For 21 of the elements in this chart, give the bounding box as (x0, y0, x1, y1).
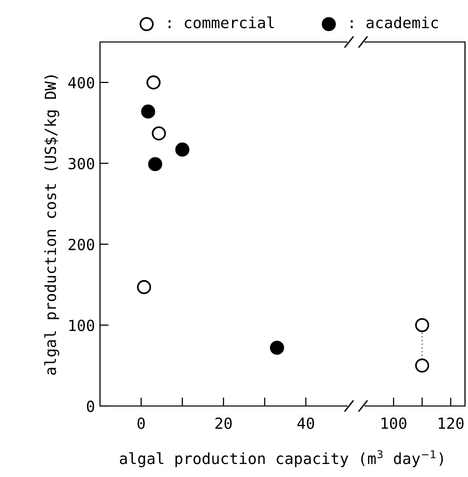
point (146, 75, 161, 90)
y-tick-label: 400 (68, 76, 94, 89)
x-axis-title: algal production capacity (m$^{3}$ day$^{−1}$) (120, 450, 443, 468)
point (148, 157, 162, 172)
point (175, 142, 190, 157)
point (270, 340, 284, 355)
x-tick-label: 120 (438, 417, 464, 430)
x-tick-label: 20 (215, 417, 232, 430)
x-tick-label: 100 (382, 417, 406, 430)
point (137, 280, 152, 294)
x-tick-label: 0 (138, 417, 145, 430)
y-axis-title: algal production cost (US$/kg DW) (44, 75, 60, 375)
y-tick-label: 200 (68, 238, 94, 250)
y-tick-label: 300 (68, 158, 94, 170)
x-tick-label: 40 (297, 417, 314, 430)
legend-label: : commercial (168, 16, 274, 28)
y-tick-label: 0 (86, 400, 94, 412)
point (141, 104, 156, 119)
point (152, 126, 166, 140)
y-tick-label: 100 (69, 320, 94, 332)
legend-label: : academic (350, 16, 438, 28)
